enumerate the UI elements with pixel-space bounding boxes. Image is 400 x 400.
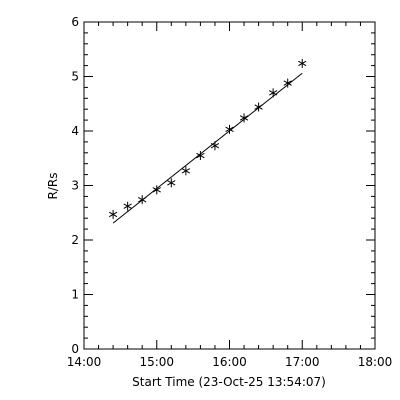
x-tick-label: 16:00 (212, 355, 247, 369)
y-tick-label: 5 (71, 70, 79, 84)
data-point (269, 88, 278, 98)
x-tick-label: 17:00 (285, 355, 320, 369)
data-point (123, 201, 132, 211)
axis-ticks: 14:00 15:00 16:00 17:00 18:00 0 1 2 3 4 5 6 (67, 15, 393, 369)
data-point (152, 185, 161, 195)
data-point (239, 113, 249, 123)
data-point (298, 58, 307, 68)
data-point (210, 141, 220, 151)
x-axis-label: Start Time (23-Oct-25 13:54:07) (132, 375, 326, 389)
y-tick-label: 2 (71, 233, 79, 247)
data-point (108, 209, 118, 219)
y-tick-label: 6 (71, 15, 79, 29)
x-tick-label: 15:00 (139, 355, 174, 369)
data-point (225, 124, 234, 134)
y-tick-label: 4 (71, 124, 79, 138)
y-tick-label: 0 (71, 342, 79, 356)
x-tick-label: 14:00 (67, 355, 102, 369)
plot-frame (83, 21, 376, 350)
y-tick-label: 3 (71, 179, 79, 193)
data-point (196, 151, 205, 161)
y-axis-label: R/Rs (46, 173, 60, 200)
data-markers (108, 58, 307, 219)
data-point (167, 178, 176, 188)
data-point (254, 102, 263, 112)
data-point (283, 78, 292, 88)
x-tick-label: 18:00 (358, 355, 393, 369)
y-tick-label: 1 (71, 288, 79, 302)
data-point (181, 166, 190, 176)
data-point (138, 195, 147, 205)
